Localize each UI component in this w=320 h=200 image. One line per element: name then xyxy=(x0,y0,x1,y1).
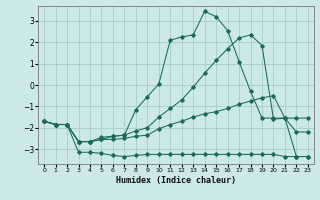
X-axis label: Humidex (Indice chaleur): Humidex (Indice chaleur) xyxy=(116,176,236,185)
